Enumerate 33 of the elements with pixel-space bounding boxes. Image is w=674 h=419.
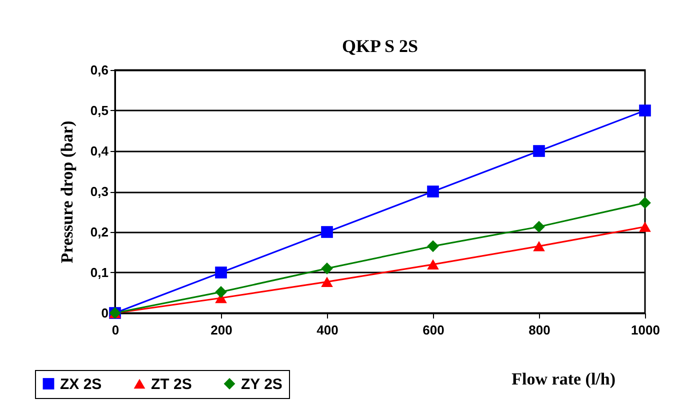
point xyxy=(533,241,545,252)
x-tick-label: 1000 xyxy=(631,322,660,338)
point xyxy=(321,262,333,274)
point xyxy=(533,145,545,157)
x-tick-label: 200 xyxy=(210,322,232,338)
point xyxy=(639,104,651,116)
point xyxy=(321,226,333,238)
point xyxy=(215,266,227,278)
x-tick-label: 0 xyxy=(112,322,120,338)
y-tick-label: 0,6 xyxy=(90,62,108,78)
y-axis-title: Pressure drop (bar) xyxy=(57,120,76,264)
x-tick-label: 800 xyxy=(528,322,550,338)
y-tick-label: 0 xyxy=(101,306,108,320)
y-tick-label: 0,2 xyxy=(90,224,108,240)
y-tick-label: 0,4 xyxy=(90,144,110,158)
y-tick-label: 0,5 xyxy=(90,103,108,118)
legend-label: ZX 2S xyxy=(60,376,102,393)
point xyxy=(215,286,227,298)
legend-label: ZY 2S xyxy=(241,376,282,393)
point xyxy=(639,196,651,209)
legend-label: ZT 2S xyxy=(151,376,192,393)
point xyxy=(533,220,545,233)
point xyxy=(639,222,651,232)
x-tick-label: 600 xyxy=(422,322,444,338)
x-axis-title: Flow rate (l/h) xyxy=(512,370,616,388)
chart-title: QKP S 2S xyxy=(342,36,418,56)
point xyxy=(427,259,439,270)
point xyxy=(427,186,439,198)
y-tick-label: 0,1 xyxy=(90,265,108,280)
point xyxy=(427,240,439,252)
y-tick-label: 0,3 xyxy=(90,184,108,199)
point xyxy=(321,276,333,287)
x-tick-label: 400 xyxy=(316,322,338,338)
